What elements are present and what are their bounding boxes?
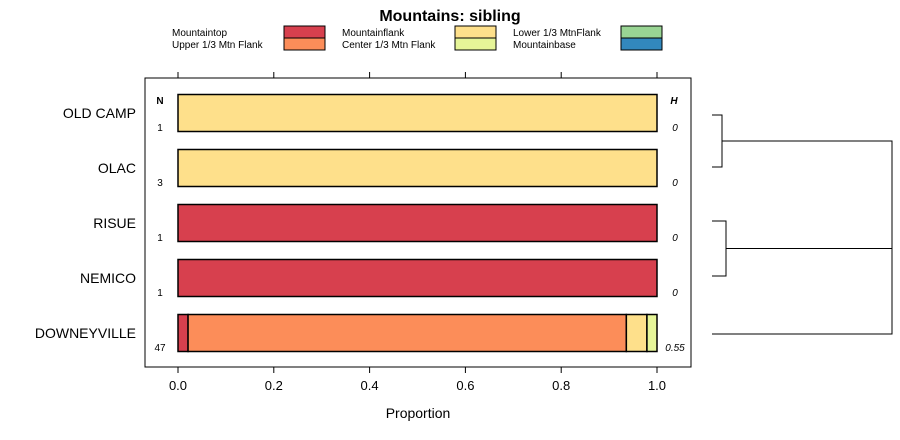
legend-swatch-lower-1-3-mtnflank [620,25,663,39]
h-value-nemico: 0 [672,288,678,299]
h-value-risue: 0 [672,233,678,244]
row-label-nemico: NEMICO [80,270,136,286]
n-header: N [156,96,163,107]
legend-swatch-mountaintop [283,25,326,39]
plot-frame [144,77,692,368]
x-tick-label-1-0: 1.0 [648,378,666,393]
bars-group [177,93,658,353]
bar-old-camp-mountainflank [177,93,658,133]
dendrogram-branch-1 [712,220,727,277]
row-label-olac: OLAC [98,160,136,176]
h-value-old-camp: 0 [672,123,678,134]
n-value-olac: 3 [157,178,163,189]
n-value-old-camp: 1 [157,123,163,134]
legend-swatch-center-1-3-mtn-flank [454,37,497,51]
legend-swatch-mountainflank [454,25,497,39]
row-label-risue: RISUE [93,215,136,231]
x-axis-label: Proportion [386,405,451,421]
bar-risue-mountaintop [177,203,658,243]
x-tick-label-0-0: 0.0 [169,378,187,393]
legend-label-center-1-3-mtn-flank: Center 1/3 Mtn Flank [342,40,436,51]
bar-nemico-mountaintop [177,258,658,298]
bar-downeyville-mountaintop [177,313,189,353]
h-value-downeyville: 0.55 [665,343,685,354]
bar-olac-mountainflank [177,148,658,188]
x-tick-label-0-6: 0.6 [456,378,474,393]
x-tick-label-0-4: 0.4 [361,378,379,393]
legend-label-mountainflank: Mountainflank [342,28,405,39]
x-tick-label-0-8: 0.8 [552,378,570,393]
row-label-old-camp: OLD CAMP [63,105,136,121]
dendrogram [712,114,893,335]
h-value-olac: 0 [672,178,678,189]
h-header: H [670,96,678,107]
legend-label-mountainbase: Mountainbase [513,40,576,51]
dendrogram-branch-root [712,248,893,335]
dendrogram-branch-2 [722,140,893,249]
x-axis: 0.0 0.2 0.4 0.6 0.8 1.0 [169,72,666,393]
bar-downeyville-center-1-3-mtn-flank [646,313,658,353]
dendrogram-branch-0 [712,114,723,168]
n-value-nemico: 1 [157,288,163,299]
bar-downeyville-upper-1-3-mtn-flank [187,313,628,353]
legend-label-mountaintop: Mountaintop [172,28,227,39]
bar-downeyville-mountainflank [625,313,648,353]
legend-swatch-upper-1-3-mtn-flank [283,37,326,51]
legend-swatch-mountainbase [620,37,663,51]
n-value-downeyville: 47 [154,343,166,354]
legend-label-upper-1-3-mtn-flank: Upper 1/3 Mtn Flank [172,40,264,51]
chart-title: Mountains: sibling [379,8,520,25]
legend-label-lower-1-3-mtnflank: Lower 1/3 MtnFlank [513,28,602,39]
x-tick-label-0-2: 0.2 [265,378,283,393]
row-labels: OLD CAMP 1 0 OLAC 3 0 RISUE 1 0 NEMICO 1 0 DOWNEYVIL… [35,105,685,354]
row-label-downeyville: DOWNEYVILLE [35,325,136,341]
n-value-risue: 1 [157,233,163,244]
